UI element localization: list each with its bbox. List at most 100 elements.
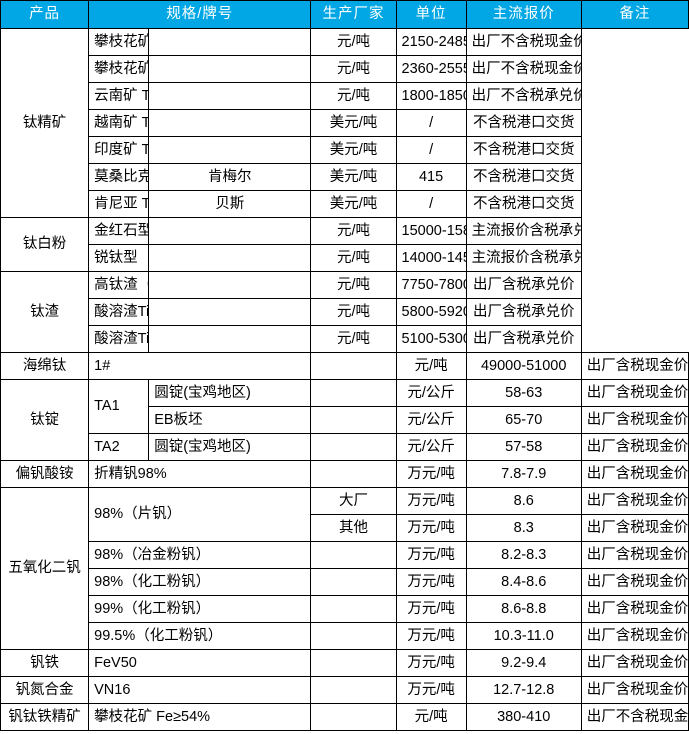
maker bbox=[310, 460, 397, 488]
maker bbox=[148, 82, 312, 110]
spec: 金红石型（硫酸法） bbox=[88, 217, 150, 245]
table-row: 98%（化工粉钒） 万元/吨 8.4-8.6 出厂含税现金价 bbox=[1, 568, 689, 596]
price: 8.3 bbox=[465, 514, 582, 542]
maker: 大厂 bbox=[310, 487, 397, 515]
table-row: 99%（化工粉钒） 万元/吨 8.6-8.8 出厂含税现金价 bbox=[1, 595, 689, 623]
unit: 元/吨 bbox=[310, 298, 397, 326]
note: 出厂含税现金价 bbox=[580, 568, 689, 596]
maker bbox=[148, 109, 312, 137]
price: / bbox=[395, 136, 467, 164]
price: 7.8-7.9 bbox=[465, 460, 582, 488]
table-row: TA2 圆锭(宝鸡地区) 元/公斤 57-58 出厂含税现金价 bbox=[1, 433, 689, 461]
header-row: 产品 规格/牌号 生产厂家 单位 主流报价 备注 bbox=[0, 0, 689, 29]
note: 主流报价含税承兑 bbox=[465, 217, 582, 245]
unit: 元/公斤 bbox=[395, 433, 467, 461]
note: 出厂含税承兑价 bbox=[465, 325, 582, 353]
unit: 美元/吨 bbox=[310, 190, 397, 218]
maker bbox=[310, 433, 397, 461]
maker bbox=[148, 28, 312, 56]
price: 9.2-9.4 bbox=[465, 649, 582, 677]
unit: 元/吨 bbox=[310, 217, 397, 245]
note: 出厂含税现金价 bbox=[580, 514, 689, 542]
note: 出厂含税现金价 bbox=[580, 433, 689, 461]
unit: 元/公斤 bbox=[395, 406, 467, 434]
maker bbox=[148, 55, 312, 83]
note: 出厂含税现金价 bbox=[580, 406, 689, 434]
note: 出厂含税承兑价 bbox=[465, 298, 582, 326]
product: 偏钒酸铵 bbox=[0, 460, 90, 488]
maker bbox=[148, 298, 312, 326]
table-row: 钒氮合金 VN16 万元/吨 12.7-12.8 出厂含税现金价 bbox=[0, 676, 689, 704]
unit: 万元/吨 bbox=[395, 595, 467, 623]
price: 58-63 bbox=[465, 379, 582, 407]
spec: 折精钒98% bbox=[88, 460, 312, 488]
spec: 酸溶渣TiO2≥74%(滇） bbox=[88, 325, 150, 353]
table-row: 99.5%（化工粉钒） 万元/吨 10.3-11.0 出厂含税现金价 bbox=[1, 622, 689, 650]
unit: 美元/吨 bbox=[310, 136, 397, 164]
product: 钒氮合金 bbox=[0, 676, 90, 704]
unit: 万元/吨 bbox=[395, 622, 467, 650]
price: 8.2-8.3 bbox=[465, 541, 582, 569]
maker bbox=[310, 568, 397, 596]
maker: 其他 bbox=[310, 514, 397, 542]
product: 钛锭 bbox=[0, 379, 90, 461]
unit: 元/吨 bbox=[310, 271, 397, 299]
maker bbox=[310, 595, 397, 623]
price: 8.4-8.6 bbox=[465, 568, 582, 596]
note: 出厂含税现金价 bbox=[580, 649, 689, 677]
spec2: 圆锭(宝鸡地区) bbox=[148, 433, 312, 461]
note: 出厂含税现金价 bbox=[580, 676, 689, 704]
unit: 元/吨 bbox=[310, 28, 397, 56]
table-row: 五氧化二钒 98%（片钒） 大厂 万元/吨 8.6 出厂含税现金价 bbox=[0, 487, 689, 650]
note: 出厂含税现金价 bbox=[580, 541, 689, 569]
unit: 元/吨 bbox=[310, 325, 397, 353]
table-row: 越南矿 TiO2>50% 美元/吨/不含税港口交货 bbox=[1, 109, 689, 137]
spec: 99%（化工粉钒） bbox=[88, 595, 312, 623]
spec: 攀枝花矿 Fe≥54% bbox=[88, 703, 312, 731]
table-row: 偏钒酸铵 折精钒98% 万元/吨 7.8-7.9 出厂含税现金价 bbox=[0, 460, 689, 488]
unit: 美元/吨 bbox=[310, 163, 397, 191]
note: 出厂含税现金价 bbox=[580, 622, 689, 650]
note: 出厂含税现金价 bbox=[580, 352, 689, 380]
maker bbox=[148, 325, 312, 353]
note: 出厂含税现金价 bbox=[580, 460, 689, 488]
maker bbox=[310, 406, 397, 434]
note: 不含税港口交货 bbox=[465, 190, 582, 218]
table-row: 其他 万元/吨 8.3 出厂含税现金价 bbox=[1, 514, 689, 542]
table-row: 海绵钛 1# 元/吨 49000-51000 出厂含税现金价 bbox=[0, 352, 689, 380]
maker bbox=[148, 271, 312, 299]
price: 5800-5920 bbox=[395, 298, 467, 326]
table-row: 印度矿 TiO2≥50% 美元/吨/不含税港口交货 bbox=[1, 136, 689, 164]
spec: 98%（化工粉钒） bbox=[88, 568, 312, 596]
table-row: 98%（冶金粉钒） 万元/吨 8.2-8.3 出厂含税现金价 bbox=[1, 541, 689, 569]
spec: TA2 bbox=[88, 433, 150, 461]
spec2: EB板坯 bbox=[148, 406, 312, 434]
column-header-spec: 规格/牌号 bbox=[88, 0, 312, 29]
price: 7750-7800 bbox=[395, 271, 467, 299]
column-header-price: 主流报价 bbox=[465, 0, 582, 29]
maker bbox=[310, 622, 397, 650]
price: 2150-2485 bbox=[395, 28, 467, 56]
table-body: 钛精矿攀枝花矿TiO2≥46%，10低磷矿元/吨2150-2485出厂不含税现金… bbox=[0, 28, 689, 731]
unit: 美元/吨 bbox=[310, 109, 397, 137]
unit: 元/吨 bbox=[310, 55, 397, 83]
spec: 攀枝花矿TiO2≥46%，10低磷矿 bbox=[88, 28, 150, 56]
maker bbox=[310, 352, 397, 380]
note: 不含税港口交货 bbox=[465, 136, 582, 164]
product: 五氧化二钒 bbox=[0, 487, 90, 650]
note: 出厂含税现金价 bbox=[580, 379, 689, 407]
price: 8.6-8.8 bbox=[465, 595, 582, 623]
price: 15000-15800 bbox=[395, 217, 467, 245]
spec: 攀枝花矿TiO2≥47%，20矿 bbox=[88, 55, 150, 83]
price: / bbox=[395, 190, 467, 218]
maker bbox=[148, 136, 312, 164]
product: 钛白粉 bbox=[0, 217, 90, 272]
price: / bbox=[395, 109, 467, 137]
